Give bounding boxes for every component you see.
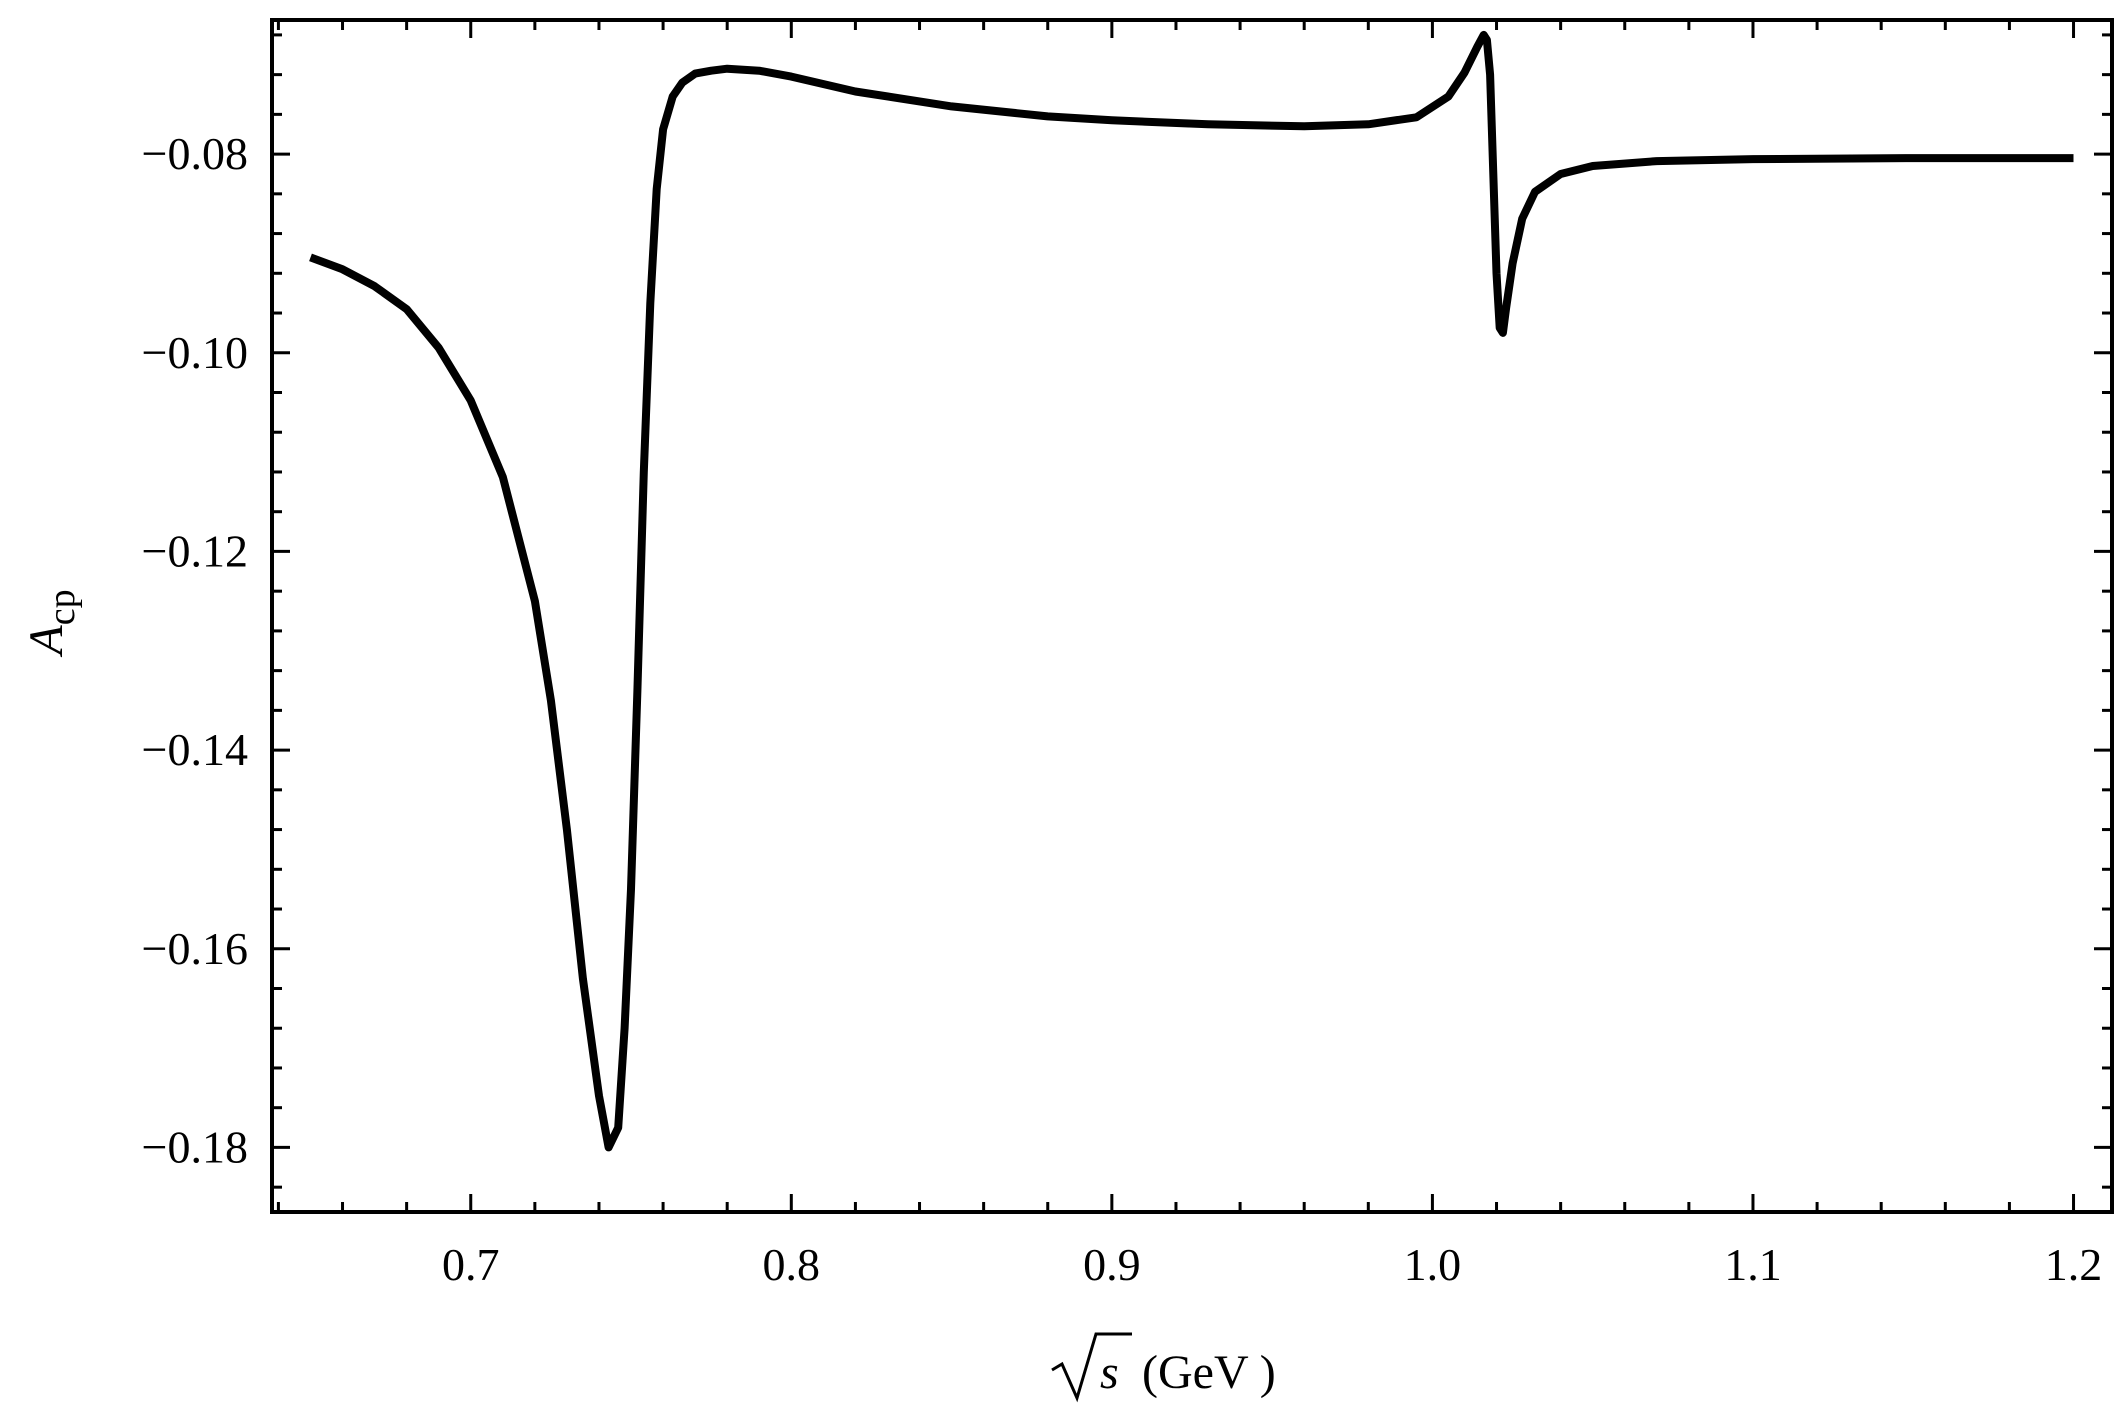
x-axis-label: s (GeV ) bbox=[1051, 1332, 1276, 1403]
y-axis-symbol: A bbox=[20, 625, 73, 658]
x-tick-label: 1.1 bbox=[1724, 1239, 1782, 1290]
sqrt-symbol bbox=[1051, 1332, 1132, 1403]
y-tick-label: −0.16 bbox=[142, 923, 248, 974]
x-tick-label: 1.2 bbox=[2045, 1239, 2103, 1290]
y-tick-labels: −0.08 −0.10 −0.12 −0.14 −0.16 −0.18 bbox=[142, 128, 248, 1172]
y-axis-subscript: cp bbox=[41, 589, 83, 625]
series-layer bbox=[309, 30, 2074, 1152]
y-tick-label: −0.12 bbox=[142, 525, 248, 576]
series-line-0 bbox=[309, 30, 2074, 1152]
plot-frame bbox=[270, 18, 2114, 1214]
y-tick-label: −0.08 bbox=[142, 128, 248, 179]
x-tick-label: 0.9 bbox=[1083, 1239, 1141, 1290]
x-tick-label: 1.0 bbox=[1404, 1239, 1462, 1290]
x-tick-labels: 0.7 0.8 0.9 1.0 1.1 1.2 bbox=[442, 1239, 2102, 1290]
y-axis-label: Acp bbox=[20, 589, 83, 657]
x-axis-symbol: s bbox=[1100, 1346, 1119, 1399]
tick-marks bbox=[272, 20, 2112, 1212]
y-tick-label: −0.10 bbox=[142, 327, 248, 378]
x-tick-label: 0.8 bbox=[763, 1239, 821, 1290]
y-tick-label: −0.18 bbox=[142, 1121, 248, 1172]
y-tick-label: −0.14 bbox=[142, 724, 248, 775]
x-tick-label: 0.7 bbox=[442, 1239, 500, 1290]
x-axis-unit: (GeV ) bbox=[1142, 1346, 1276, 1399]
